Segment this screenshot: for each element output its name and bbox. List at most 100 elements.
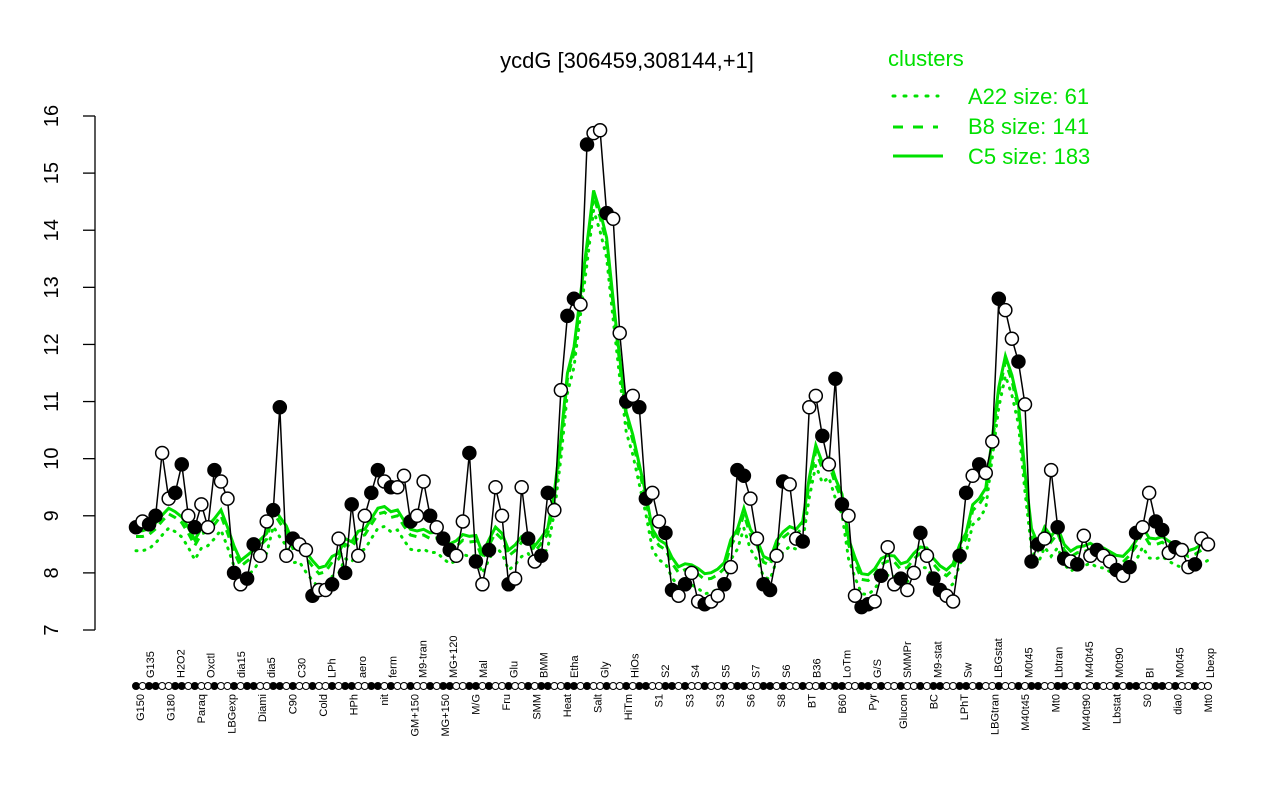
- x-tick-label: Lbtran: [1054, 647, 1066, 678]
- x-marker: [249, 682, 258, 690]
- legend-entry-b8: B8 size: 141: [893, 114, 1089, 139]
- x-tick-label: H2O2: [175, 649, 187, 678]
- y-tick-label: 7: [41, 624, 63, 635]
- x-marker: [1086, 682, 1095, 690]
- y-tick-label: 14: [41, 219, 63, 241]
- x-marker: [792, 682, 801, 690]
- y-tick-label: 9: [41, 510, 63, 521]
- data-point: B60: 10.4: [815, 428, 830, 444]
- x-marker: [190, 682, 199, 690]
- x-marker: [1184, 682, 1193, 690]
- x-tick-label: HiTm: [623, 694, 635, 720]
- x-marker: [230, 682, 239, 690]
- x-marker: [890, 682, 899, 690]
- data-point: M9-tran: 9.2: [344, 497, 359, 512]
- x-marker: [1190, 682, 1199, 690]
- x-marker: [1014, 682, 1023, 690]
- data-point: GM+120: 8.3: [449, 548, 464, 564]
- data-point: S6: 9.55: [782, 477, 797, 492]
- data-point: C30: 8.3: [252, 548, 268, 564]
- x-marker: [975, 682, 984, 690]
- x-tick-label: S4: [690, 665, 702, 678]
- x-marker: [583, 682, 592, 690]
- x-marker: [707, 682, 716, 690]
- x-marker: [1204, 682, 1212, 690]
- data-point: GM+15: 9.6: [416, 474, 431, 489]
- x-marker: [628, 682, 637, 690]
- x-marker: [216, 682, 225, 690]
- x-marker: [288, 682, 297, 690]
- x-marker: [458, 682, 467, 690]
- x-marker: [295, 682, 304, 690]
- x-marker: [818, 682, 827, 690]
- data-point: S8: 8.3: [769, 548, 784, 564]
- x-marker: [936, 682, 944, 690]
- data-point: G135: 9: [148, 508, 163, 524]
- data-point: LPhT: 10.95: [1017, 397, 1033, 412]
- data-point: Diami: 9.8: [207, 462, 222, 478]
- data-point: M9-stat: 8.3: [952, 548, 967, 564]
- x-marker: [726, 682, 735, 690]
- data-point: T-5.40H: 7.9: [893, 571, 909, 586]
- x-marker: [798, 682, 807, 690]
- x-marker: [1073, 682, 1082, 690]
- y-tick-label: 13: [41, 276, 63, 298]
- data-point: Glucon: 8.45: [880, 539, 895, 555]
- x-marker: [243, 682, 252, 690]
- data-point: MG+60: 9.4: [364, 485, 379, 501]
- data-point: GM+60: 8.6: [435, 531, 451, 546]
- x-marker: [360, 682, 369, 690]
- x-tick-label: SMM: [532, 694, 544, 720]
- x-marker: [413, 682, 422, 690]
- x-tick-label: nit: [379, 694, 391, 706]
- data-point: Mal: 9: [494, 508, 510, 524]
- data-point: Gly: 12.2: [612, 325, 627, 341]
- x-tick-label: dia15: [236, 651, 248, 678]
- x-tick-label: BI: [1144, 668, 1156, 678]
- x-tick-label: Cold: [318, 694, 330, 717]
- x-marker: [282, 682, 291, 690]
- data-point: S3: 7.6: [710, 588, 726, 603]
- data-point: MG+120: 8.3: [350, 548, 366, 564]
- x-tick-label: GM+150: [410, 694, 422, 737]
- x-marker: [1197, 682, 1206, 690]
- x-marker: [445, 682, 454, 690]
- x-marker: [1092, 682, 1101, 690]
- x-tick-label: B36: [811, 658, 823, 678]
- x-marker: [988, 682, 997, 690]
- data-point: Fru: 7.9: [507, 571, 523, 586]
- x-marker: [478, 682, 487, 690]
- data-point: Oxctl: 9.9: [174, 457, 190, 472]
- x-marker: [1177, 682, 1186, 690]
- data-point: BMM: 9.4: [540, 485, 556, 501]
- x-marker: [236, 682, 245, 690]
- x-tick-label: aero: [357, 656, 369, 678]
- x-marker: [504, 682, 513, 690]
- x-marker: [824, 682, 833, 690]
- x-tick-label: S0: [1142, 694, 1154, 707]
- x-marker: [1158, 682, 1167, 690]
- x-tick-label: S6: [781, 665, 793, 678]
- data-point: Lbtran: 8.65: [1076, 528, 1092, 544]
- data-point: M/G: 7.8: [475, 577, 490, 592]
- x-marker: [164, 682, 173, 690]
- x-tick-label: M0t45: [1023, 647, 1035, 678]
- data-point: HiTm: 10.9: [632, 400, 647, 415]
- x-marker: [530, 682, 539, 690]
- x-marker: [1027, 682, 1036, 690]
- x-marker: [929, 682, 938, 690]
- data-point: M/G: 8.4: [481, 542, 497, 558]
- x-marker: [739, 682, 748, 690]
- x-marker: [654, 682, 663, 690]
- x-tick-label: Lbexp: [1205, 648, 1217, 678]
- data-point: Salt: 14.2: [605, 211, 621, 227]
- x-marker: [406, 682, 415, 690]
- x-marker: [543, 682, 552, 690]
- x-marker: [1053, 682, 1062, 690]
- x-marker: [256, 682, 265, 690]
- x-tick-label: LoTm: [842, 650, 854, 678]
- data-point: S0: 8.75: [1154, 522, 1170, 538]
- x-marker: [210, 682, 219, 690]
- data-point: HiOs: 8.9: [651, 514, 667, 529]
- x-marker: [909, 682, 918, 690]
